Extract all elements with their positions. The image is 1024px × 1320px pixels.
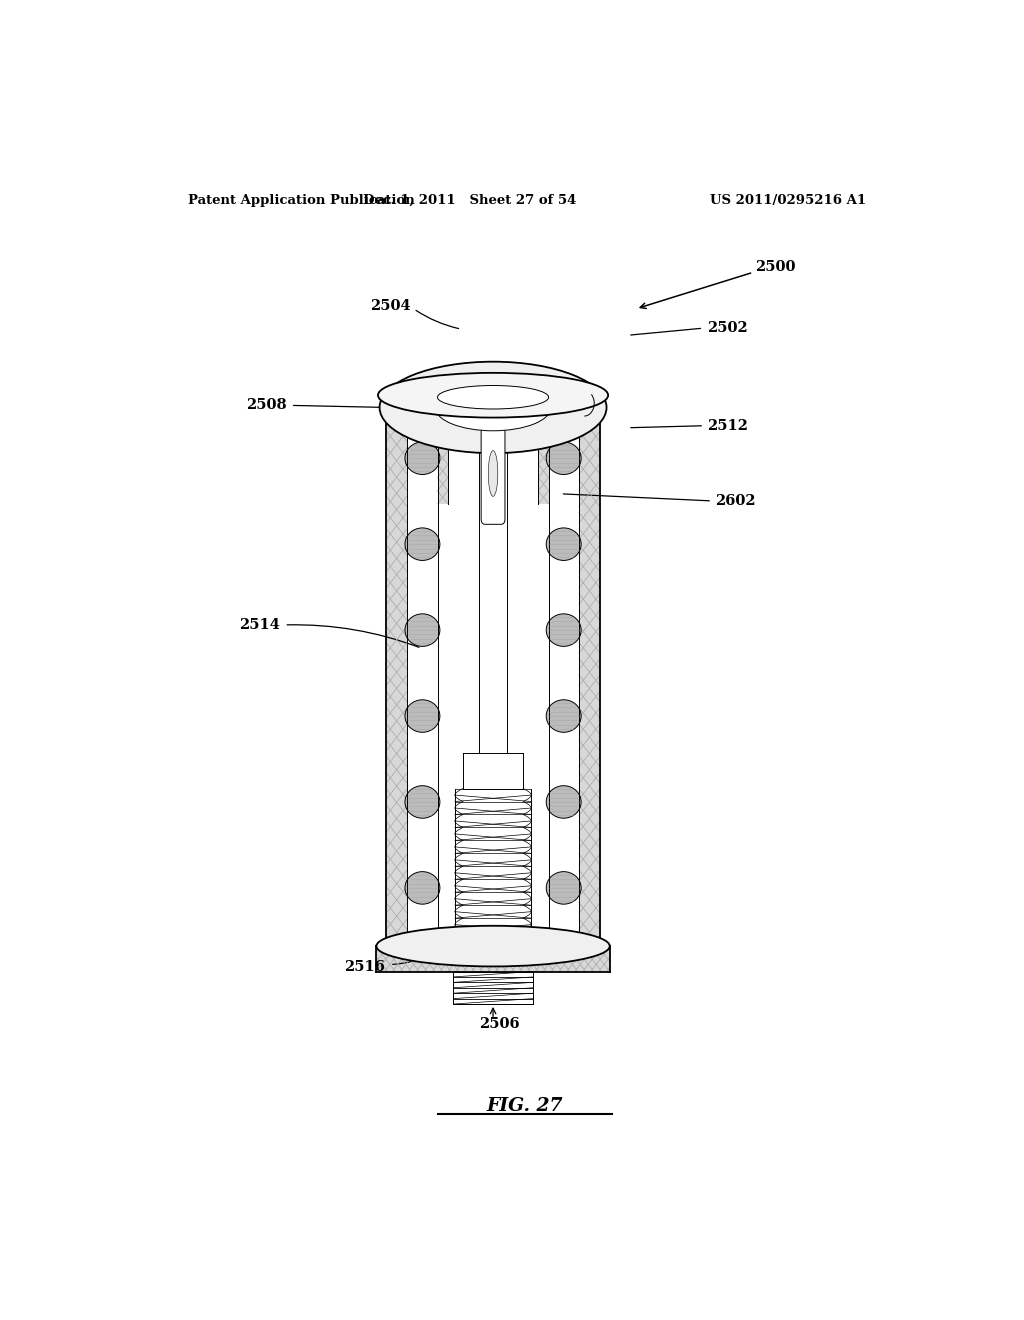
Text: 2502: 2502: [708, 321, 749, 335]
Ellipse shape: [404, 700, 440, 733]
Ellipse shape: [546, 871, 582, 904]
Bar: [463, 752, 523, 788]
Ellipse shape: [404, 871, 440, 904]
Ellipse shape: [546, 785, 582, 818]
Ellipse shape: [435, 384, 551, 430]
Text: FIG. 27: FIG. 27: [486, 1097, 563, 1114]
Text: Patent Application Publication: Patent Application Publication: [187, 194, 415, 207]
Bar: [437, 408, 447, 504]
Text: 2504: 2504: [370, 298, 411, 313]
Ellipse shape: [404, 785, 440, 818]
Ellipse shape: [546, 700, 582, 733]
Ellipse shape: [404, 442, 440, 474]
Ellipse shape: [488, 450, 498, 496]
FancyBboxPatch shape: [481, 422, 505, 524]
Ellipse shape: [437, 385, 549, 409]
Ellipse shape: [546, 442, 582, 474]
Ellipse shape: [546, 614, 582, 647]
Text: 2516: 2516: [344, 961, 385, 974]
Text: 2514: 2514: [240, 618, 281, 632]
Text: 2508: 2508: [246, 399, 287, 412]
Bar: [377, 946, 609, 972]
Text: 2506: 2506: [479, 1018, 520, 1031]
Text: 2512: 2512: [708, 418, 749, 433]
Text: 2500: 2500: [755, 260, 796, 275]
Bar: [579, 408, 600, 946]
Ellipse shape: [546, 528, 582, 561]
Ellipse shape: [404, 614, 440, 647]
Bar: [386, 408, 408, 946]
Text: Dec. 1, 2011   Sheet 27 of 54: Dec. 1, 2011 Sheet 27 of 54: [362, 194, 575, 207]
Ellipse shape: [377, 925, 609, 966]
Text: 2602: 2602: [715, 494, 756, 508]
Ellipse shape: [404, 528, 440, 561]
Bar: [539, 408, 549, 504]
Ellipse shape: [380, 362, 606, 453]
Ellipse shape: [378, 372, 608, 417]
Text: US 2011/0295216 A1: US 2011/0295216 A1: [710, 194, 866, 207]
Bar: [386, 408, 600, 946]
